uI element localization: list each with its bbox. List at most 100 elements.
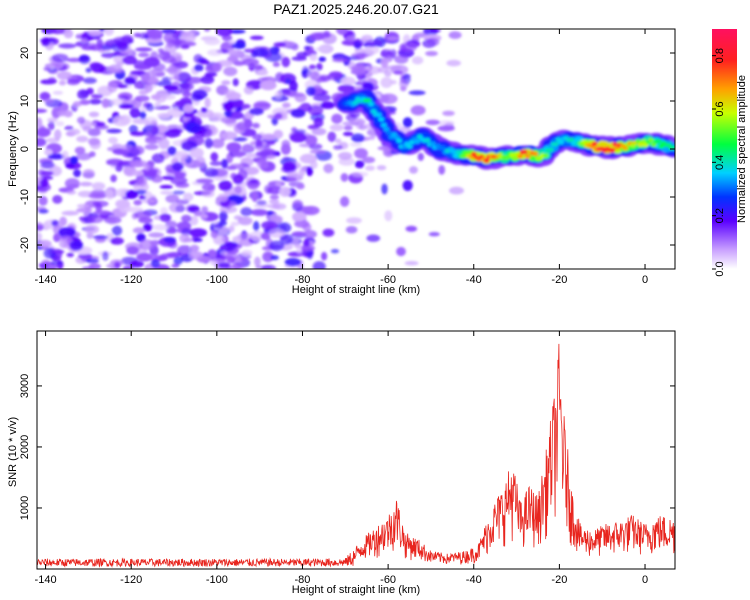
heatmap-noise-cell <box>185 76 204 84</box>
heatmap-noise-cell <box>333 145 343 150</box>
heatmap-noise-cell <box>165 227 178 234</box>
snr-plot-area <box>37 331 675 569</box>
heatmap-noise-cell <box>194 64 204 72</box>
heatmap-noise-cell <box>45 79 58 84</box>
heatmap-noise-cell <box>241 249 253 256</box>
x-tick-label: -140 <box>35 274 57 286</box>
heatmap-noise-cell <box>150 258 160 268</box>
heatmap-noise-cell <box>312 261 326 269</box>
heatmap-noise-cell <box>228 29 246 34</box>
heatmap-noise-cell <box>66 190 77 195</box>
heatmap-noise-cell <box>47 153 66 160</box>
heatmap-noise-cell <box>95 202 103 213</box>
y-tick-label: 3000 <box>19 374 31 398</box>
heatmap-noise-cell <box>279 234 293 245</box>
heatmap-noise-cell <box>313 117 324 128</box>
heatmap-noise-cell <box>402 117 413 128</box>
heatmap-noise-cell <box>221 80 231 86</box>
heatmap-noise-cell <box>212 62 223 72</box>
heatmap-noise-cell <box>282 102 291 108</box>
colorbar: 0.0 0.2 0.4 0.6 0.8 Normalized spectral ampl… <box>712 29 748 277</box>
heatmap-noise-cell <box>86 215 104 224</box>
heatmap-noise-cell <box>303 230 317 239</box>
heatmap-noise-cell <box>159 184 173 189</box>
heatmap-noise-cell <box>296 247 303 255</box>
heatmap-noise-cell <box>189 228 208 238</box>
heatmap-noise-cell <box>79 54 90 62</box>
heatmap-noise-cell <box>250 230 265 241</box>
heatmap-noise-cell <box>285 78 291 85</box>
heatmap-noise-cell <box>196 108 214 118</box>
heatmap-noise-cell <box>145 136 163 141</box>
heatmap-noise-cell <box>438 120 455 126</box>
heatmap-noise-cell <box>236 121 250 131</box>
heatmap-noise-cell <box>281 164 296 174</box>
heatmap-noise-cell <box>39 91 51 101</box>
heatmap-noise-cell <box>107 81 118 93</box>
heatmap-noise-cell <box>43 98 55 104</box>
heatmap-noise-cell <box>89 44 103 51</box>
heatmap-noise-cell <box>136 252 153 262</box>
y-tick-label: 2000 <box>19 435 31 459</box>
heatmap-noise-cell <box>44 149 53 156</box>
heatmap-noise-cell <box>129 159 148 168</box>
heatmap-noise-cell <box>252 48 270 58</box>
heatmap-noise-cell <box>95 121 106 127</box>
heatmap-noise-cell <box>307 68 321 80</box>
heatmap-noise-cell <box>148 232 165 238</box>
x-tick-label: -120 <box>120 274 142 286</box>
heatmap-noise-cell <box>106 158 124 166</box>
heatmap-noise-cell <box>61 210 79 216</box>
heatmap-noise-cell <box>126 206 144 213</box>
heatmap-noise-cell <box>115 164 123 172</box>
heatmap-ridge-cell <box>383 127 390 132</box>
heatmap-ridge-cell <box>532 151 539 157</box>
heatmap-noise-cell <box>228 225 235 233</box>
heatmap-noise-cell <box>117 84 128 89</box>
heatmap-noise-cell <box>298 168 306 177</box>
heatmap-noise-cell <box>41 259 51 267</box>
heatmap-noise-cell <box>135 175 145 185</box>
heatmap-noise-cell <box>154 105 171 110</box>
heatmap-noise-cell <box>125 189 138 199</box>
heatmap-ridge-cell <box>406 144 413 149</box>
x-tick-label: -80 <box>295 274 311 286</box>
heatmap-noise-cell <box>204 167 219 178</box>
heatmap-noise-cell <box>262 251 274 263</box>
heatmap-noise-cell <box>438 165 446 175</box>
heatmap-noise-cell <box>104 189 114 201</box>
heatmap-noise-cell <box>409 166 418 174</box>
heatmap-ridge-cell <box>524 154 531 159</box>
heatmap-noise-cell <box>221 158 229 169</box>
heatmap-noise-cell <box>225 252 238 261</box>
heatmap-noise-cell <box>75 41 91 48</box>
heatmap-noise-cell <box>160 207 168 216</box>
heatmap-ridge-cell <box>386 130 392 136</box>
heatmap-noise-cell <box>220 116 237 124</box>
heatmap-noise-cell <box>294 92 307 103</box>
heatmap-noise-cell <box>323 30 331 38</box>
heatmap-noise-cell <box>160 253 177 259</box>
heatmap-noise-cell <box>309 53 318 62</box>
heatmap-noise-cell <box>376 165 387 171</box>
heatmap-noise-cell <box>159 213 172 222</box>
heatmap-noise-cell <box>136 233 146 243</box>
heatmap-noise-cell <box>255 139 263 148</box>
heatmap-noise-cell <box>145 103 155 112</box>
heatmap-noise-cell <box>74 146 86 155</box>
heatmap-noise-cell <box>305 135 318 146</box>
heatmap-noise-cell <box>103 216 122 224</box>
heatmap-noise-cell <box>330 249 340 254</box>
heatmap-noise-cell <box>65 163 75 169</box>
heatmap-noise-cell <box>193 54 203 64</box>
heatmap-noise-cell <box>291 231 306 237</box>
heatmap-noise-cell <box>261 220 278 230</box>
heatmap-noise-cell <box>366 234 381 242</box>
heatmap-ridge-cell <box>581 139 588 144</box>
heatmap-noise-cell <box>160 190 173 195</box>
heatmap-noise-cell <box>221 34 233 42</box>
heatmap-ridge-cell <box>378 117 385 122</box>
heatmap-noise-cell <box>64 178 80 189</box>
heatmap-noise-cell <box>56 71 72 80</box>
heatmap-noise-cell <box>269 46 280 55</box>
